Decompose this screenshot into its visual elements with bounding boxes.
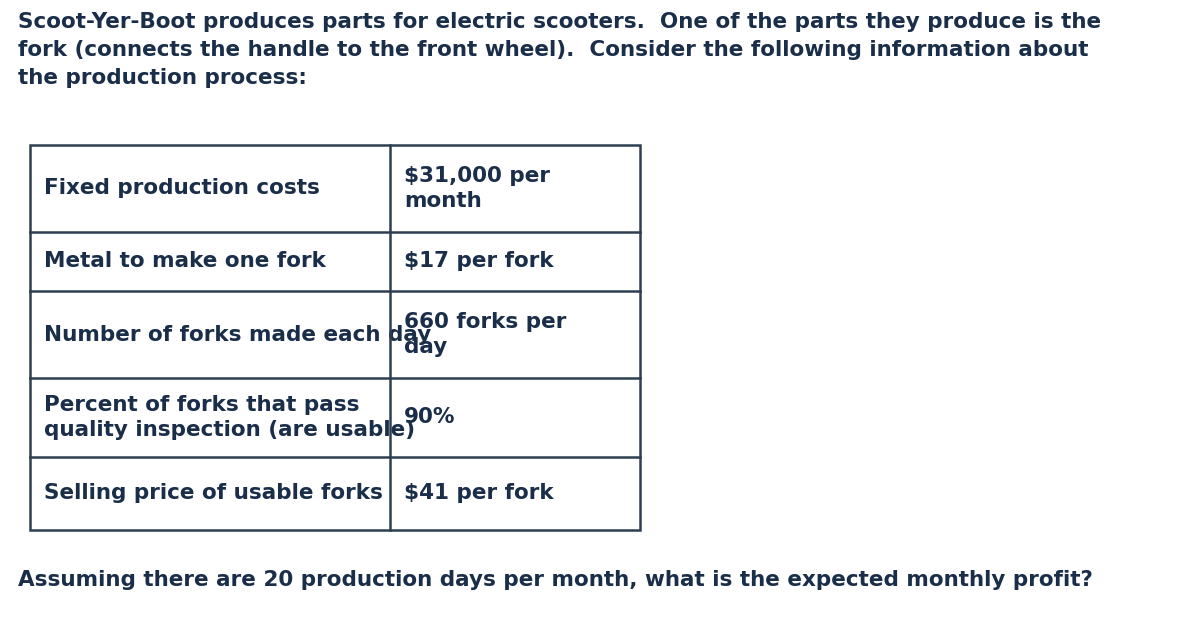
Text: Scoot-Yer-Boot produces parts for electric scooters.  One of the parts they prod: Scoot-Yer-Boot produces parts for electr… — [18, 12, 1102, 32]
Text: $31,000 per
month: $31,000 per month — [404, 166, 550, 211]
Text: 90%: 90% — [404, 408, 455, 428]
Text: 660 forks per
day: 660 forks per day — [404, 312, 566, 358]
Text: $17 per fork: $17 per fork — [404, 251, 553, 271]
Text: Fixed production costs: Fixed production costs — [44, 178, 320, 198]
Text: the production process:: the production process: — [18, 68, 307, 88]
Text: Assuming there are 20 production days per month, what is the expected monthly pr: Assuming there are 20 production days pe… — [18, 570, 1093, 590]
Text: Number of forks made each day: Number of forks made each day — [44, 324, 431, 344]
Text: Selling price of usable forks: Selling price of usable forks — [44, 483, 383, 503]
Text: Metal to make one fork: Metal to make one fork — [44, 251, 326, 271]
Text: $41 per fork: $41 per fork — [404, 483, 553, 503]
Bar — [30, 145, 640, 530]
Text: Percent of forks that pass
quality inspection (are usable): Percent of forks that pass quality inspe… — [44, 394, 415, 440]
Text: fork (connects the handle to the front wheel).  Consider the following informati: fork (connects the handle to the front w… — [18, 40, 1088, 60]
